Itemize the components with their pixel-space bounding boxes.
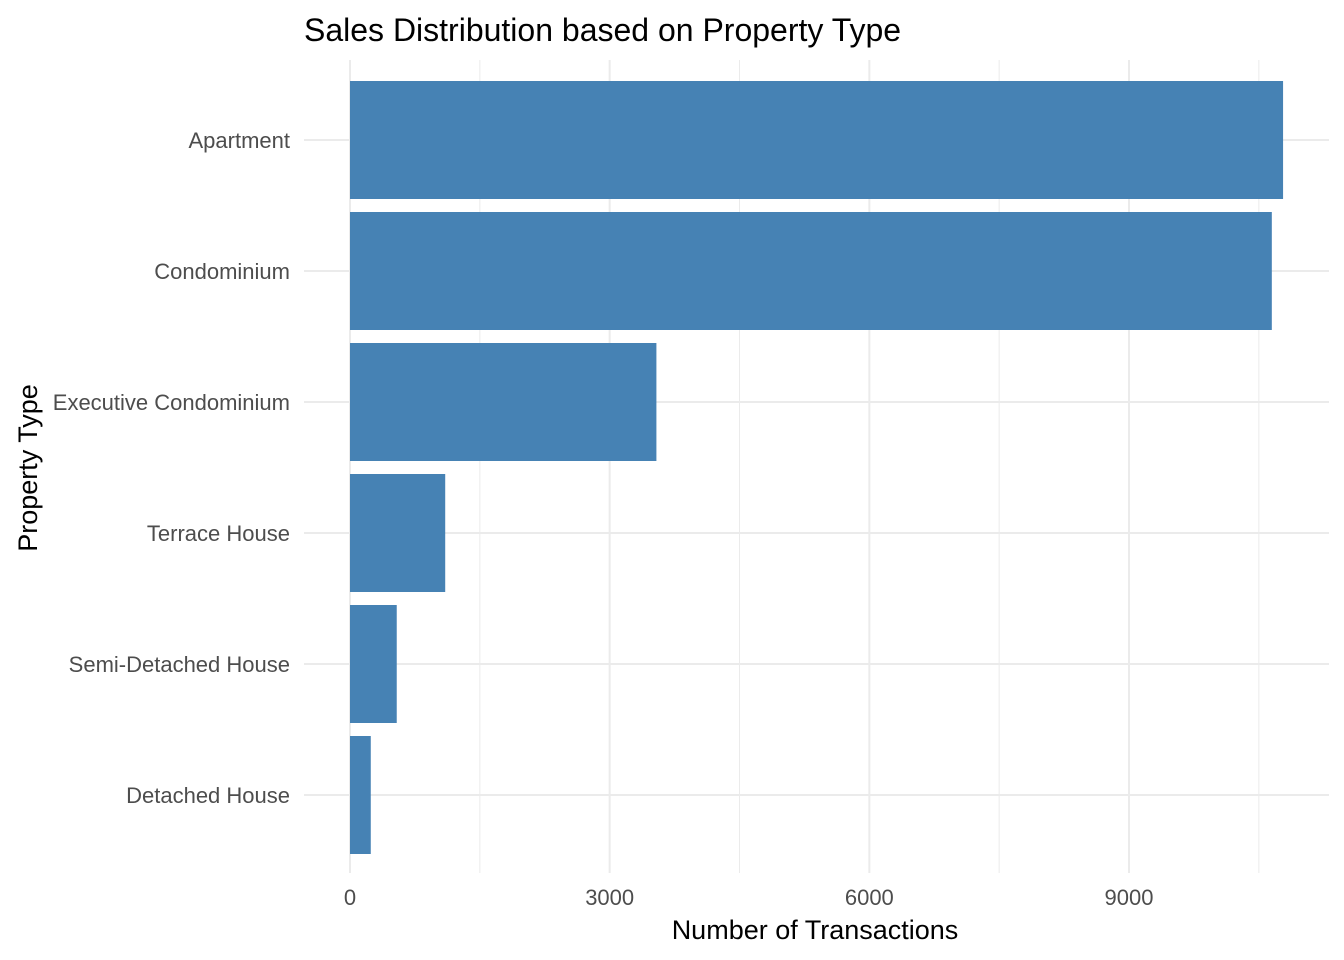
x-tick-label: 3000 <box>585 885 634 910</box>
bar-apartment <box>350 81 1284 199</box>
x-tick-label: 9000 <box>1105 885 1154 910</box>
y-tick-label: Terrace House <box>147 521 290 546</box>
bar-detached-house <box>350 736 371 854</box>
y-tick-label: Apartment <box>189 128 291 153</box>
y-tick-label: Executive Condominium <box>53 390 290 415</box>
y-axis-tick-labels: Apartment Condominium Executive Condominiu… <box>53 128 290 808</box>
x-tick-label: 0 <box>344 885 356 910</box>
bars <box>350 81 1284 854</box>
x-tick-label: 6000 <box>845 885 894 910</box>
bar-executive-condominium <box>350 343 657 461</box>
y-tick-label: Detached House <box>126 783 290 808</box>
y-tick-label: Condominium <box>154 259 290 284</box>
bar-terrace-house <box>350 474 446 592</box>
x-axis-title: Number of Transactions <box>672 915 959 945</box>
bar-semi-detached-house <box>350 605 397 723</box>
bar-condominium <box>350 212 1272 330</box>
y-tick-label: Semi-Detached House <box>69 652 290 677</box>
x-axis-tick-labels: 0 3000 6000 9000 <box>344 885 1154 910</box>
y-axis-title: Property Type <box>13 384 43 552</box>
chart-title: Sales Distribution based on Property Typ… <box>304 12 901 48</box>
